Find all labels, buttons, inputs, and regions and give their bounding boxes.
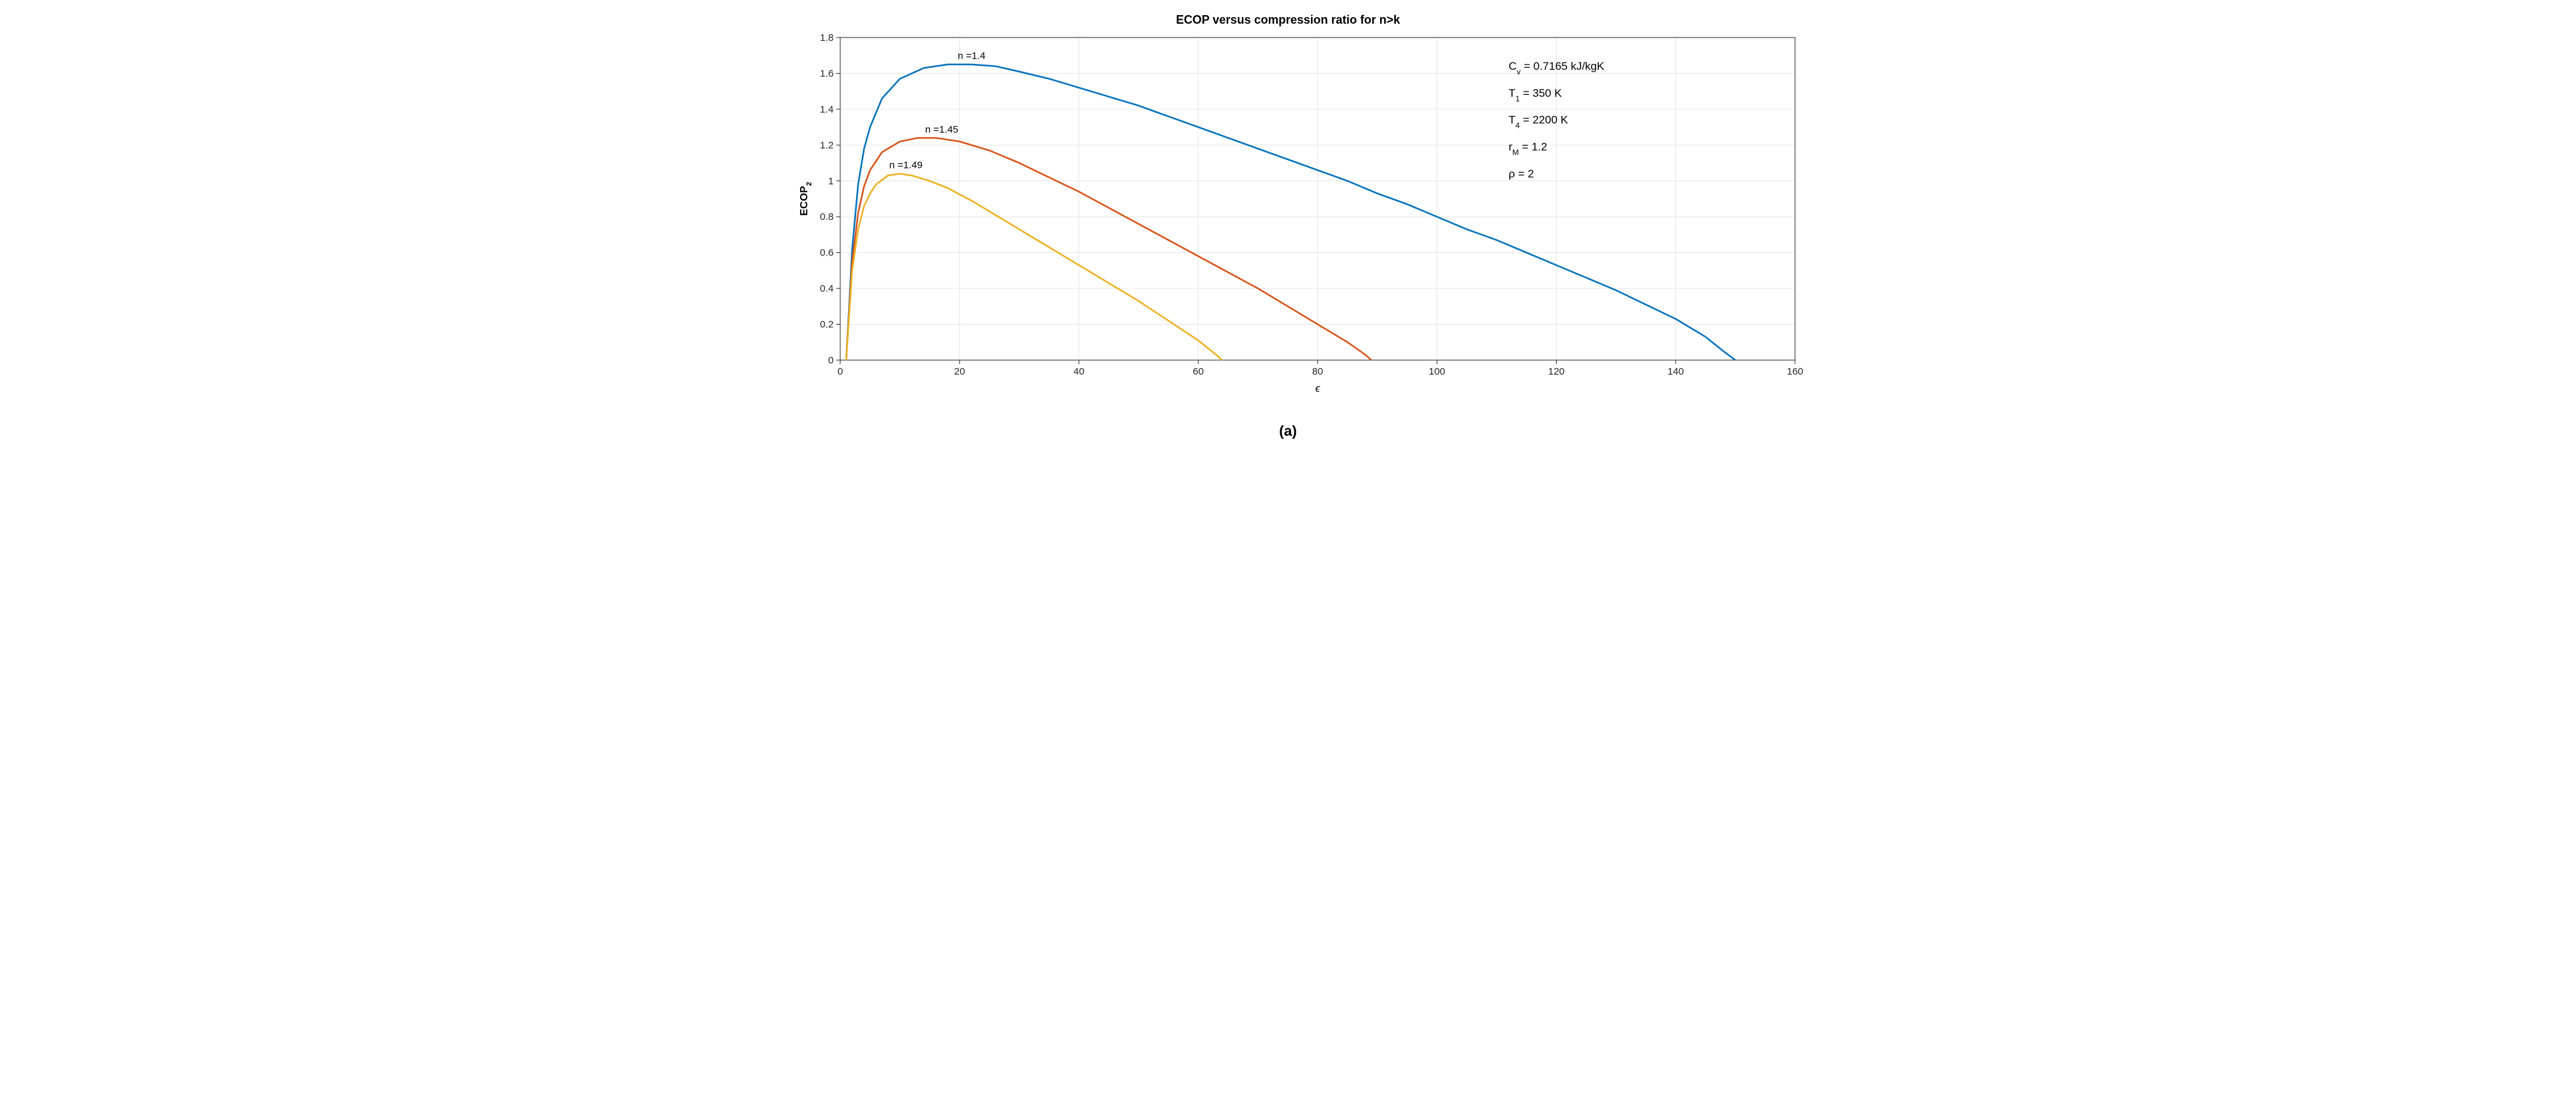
x-tick-label: 100 [1429,366,1445,377]
chart-plot-area: 02040608010012014016000.20.40.60.811.21.… [794,31,1782,400]
series-label: n =1.4 [957,51,985,62]
subfigure-label: (a) [794,423,1782,440]
x-tick-label: 160 [1786,366,1803,377]
y-tick-label: 0 [828,355,834,366]
chart-title: ECOP versus compression ratio for n>k [794,13,1782,27]
y-tick-label: 0.6 [820,248,834,259]
y-tick-label: 0.2 [820,319,834,331]
x-tick-label: 120 [1548,366,1565,377]
x-tick-label: 140 [1667,366,1684,377]
y-axis-label: ECOP2 [799,182,813,216]
x-tick-label: 0 [838,366,843,377]
x-tick-label: 60 [1193,366,1204,377]
y-tick-label: 1.4 [820,104,834,115]
chart-container: ECOP versus compression ratio for n>k 0 2… [781,0,1795,446]
x-axis-label: ϵ [1315,383,1320,394]
parameter-annotation: ρ = 2 [1509,167,1534,180]
x-tick-label: 20 [954,366,965,377]
y-tick-label: 1.8 [820,32,834,43]
series-label: n =1.45 [925,124,958,135]
x-tick-label: 80 [1312,366,1324,377]
y-tick-label: 1 [828,176,834,187]
series-label: n =1.49 [889,160,922,171]
y-tick-label: 1.6 [820,68,834,79]
y-tick-label: 1.2 [820,140,834,151]
chart-svg: 0 20 40 60 80 100 120 140 160 0 0.2 0.4 0.6 0.8 1 1.2 1.… [794,31,1808,400]
y-tick-label: 0.8 [820,211,834,223]
x-tick-label: 40 [1073,366,1085,377]
y-tick-label: 0.4 [820,283,834,294]
